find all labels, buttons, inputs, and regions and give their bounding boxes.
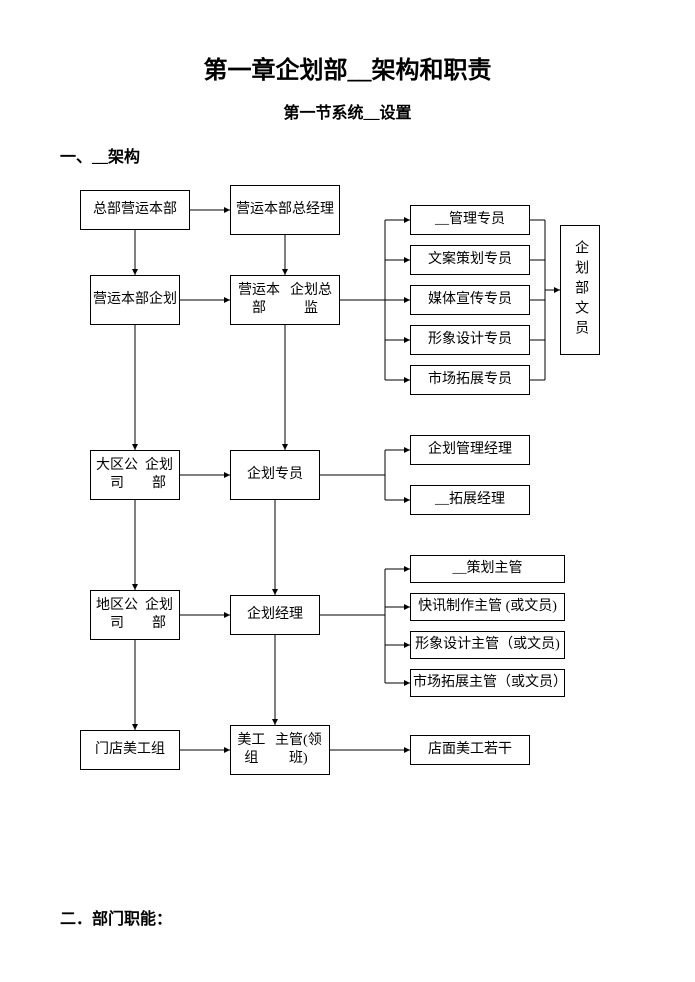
node-n18: 快讯制作主管 (或文员) (410, 593, 565, 621)
section-2-heading: 二．部门职能： (0, 905, 695, 929)
node-n6: 文案策划专员 (410, 245, 530, 275)
node-n4: 营运本部企划总监 (230, 275, 340, 325)
node-n13: 企划管理经理 (410, 435, 530, 465)
node-n14: __拓展经理 (410, 485, 530, 515)
node-n7: 媒体宣传专员 (410, 285, 530, 315)
node-n8: 形象设计专员 (410, 325, 530, 355)
section-1-heading: 一、__架构 (0, 143, 695, 167)
node-n10: 企划部文员 (560, 225, 600, 355)
node-n15: 地区公司企划部 (90, 590, 180, 640)
node-n16: 企划经理 (230, 595, 320, 635)
node-n23: 店面美工若干 (410, 735, 530, 765)
node-n11: 大区公司企划部 (90, 450, 180, 500)
org-flowchart: 总部营运本部营运本部总经理营运本部企划营运本部企划总监 __管理专员文案策划专员媒… (0, 175, 695, 895)
node-n22: 美工组主管(领班) (230, 725, 330, 775)
page-title: 第一章企划部__架构和职责 (0, 50, 695, 85)
page-subtitle: 第一节系统__设置 (0, 99, 695, 123)
node-n19: 形象设计主管（或文员) (410, 631, 565, 659)
node-n1: 总部营运本部 (80, 190, 190, 230)
node-n12: 企划专员 (230, 450, 320, 500)
node-n3: 营运本部企划 (90, 275, 180, 325)
node-n21: 门店美工组 (80, 730, 180, 770)
node-n20: 市场拓展主管（或文员） (410, 669, 565, 697)
node-n17: __策划主管 (410, 555, 565, 583)
node-n2: 营运本部总经理 (230, 185, 340, 235)
node-n5: __管理专员 (410, 205, 530, 235)
node-n9: 市场拓展专员 (410, 365, 530, 395)
